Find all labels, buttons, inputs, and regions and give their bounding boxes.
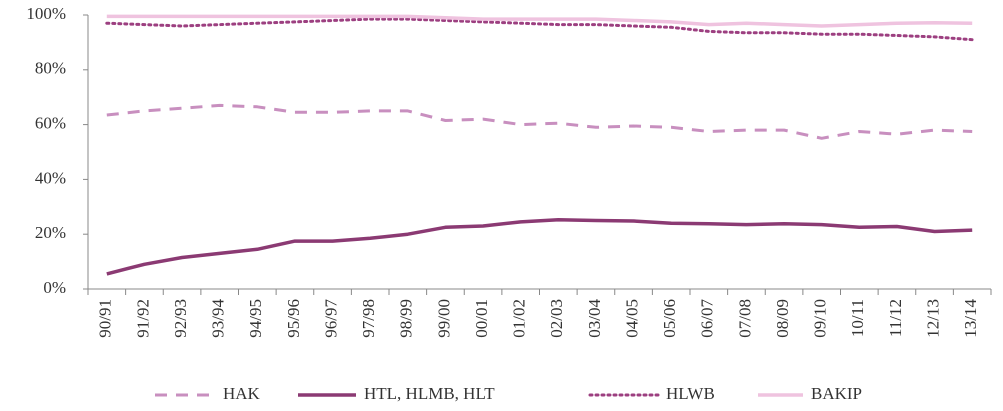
- x-tick-label: 11/12: [886, 299, 905, 337]
- x-tick-label: 96/97: [321, 299, 340, 338]
- x-tick-label: 92/93: [171, 299, 190, 338]
- x-tick-label: 02/03: [547, 299, 566, 338]
- x-tick-label: 95/96: [284, 299, 303, 338]
- x-tick-label: 97/98: [359, 299, 378, 338]
- x-tick-label: 93/94: [209, 299, 228, 338]
- series-line: [105, 17, 974, 42]
- x-tick-label: 04/05: [622, 299, 641, 338]
- x-tick-label: 09/10: [811, 299, 830, 338]
- x-tick-label: 99/00: [434, 299, 453, 338]
- y-tick-label: 0%: [43, 278, 66, 297]
- legend-label: HLWB: [666, 384, 715, 403]
- y-tick-label: 20%: [35, 223, 66, 242]
- x-tick-label: 00/01: [472, 299, 491, 338]
- legend-label: HTL, HLMB, HLT: [364, 384, 495, 403]
- x-tick-label: 05/06: [660, 299, 679, 338]
- y-tick-label: 100%: [26, 4, 66, 23]
- x-tick-label: 06/07: [698, 299, 717, 338]
- y-tick-label: 80%: [35, 59, 66, 78]
- x-tick-label: 94/95: [246, 299, 265, 338]
- x-tick-label: 07/08: [735, 299, 754, 338]
- legend-label: BAKIP: [811, 384, 862, 403]
- x-tick-label: 03/04: [585, 299, 604, 338]
- series-line: [106, 14, 973, 28]
- series-line: [106, 217, 973, 276]
- x-tick-label: 13/14: [961, 299, 980, 338]
- y-tick-label: 40%: [35, 168, 66, 187]
- x-tick-label: 12/13: [923, 299, 942, 338]
- legend-label: HAK: [223, 384, 261, 403]
- x-tick-label: 90/91: [96, 299, 115, 338]
- x-tick-label: 01/02: [510, 299, 529, 338]
- x-tick-label: 91/92: [133, 299, 152, 338]
- y-tick-label: 60%: [35, 114, 66, 133]
- x-tick-label: 08/09: [773, 299, 792, 338]
- x-tick-label: 98/99: [397, 299, 416, 338]
- x-tick-label: 10/11: [848, 299, 867, 337]
- series-line: [106, 103, 973, 140]
